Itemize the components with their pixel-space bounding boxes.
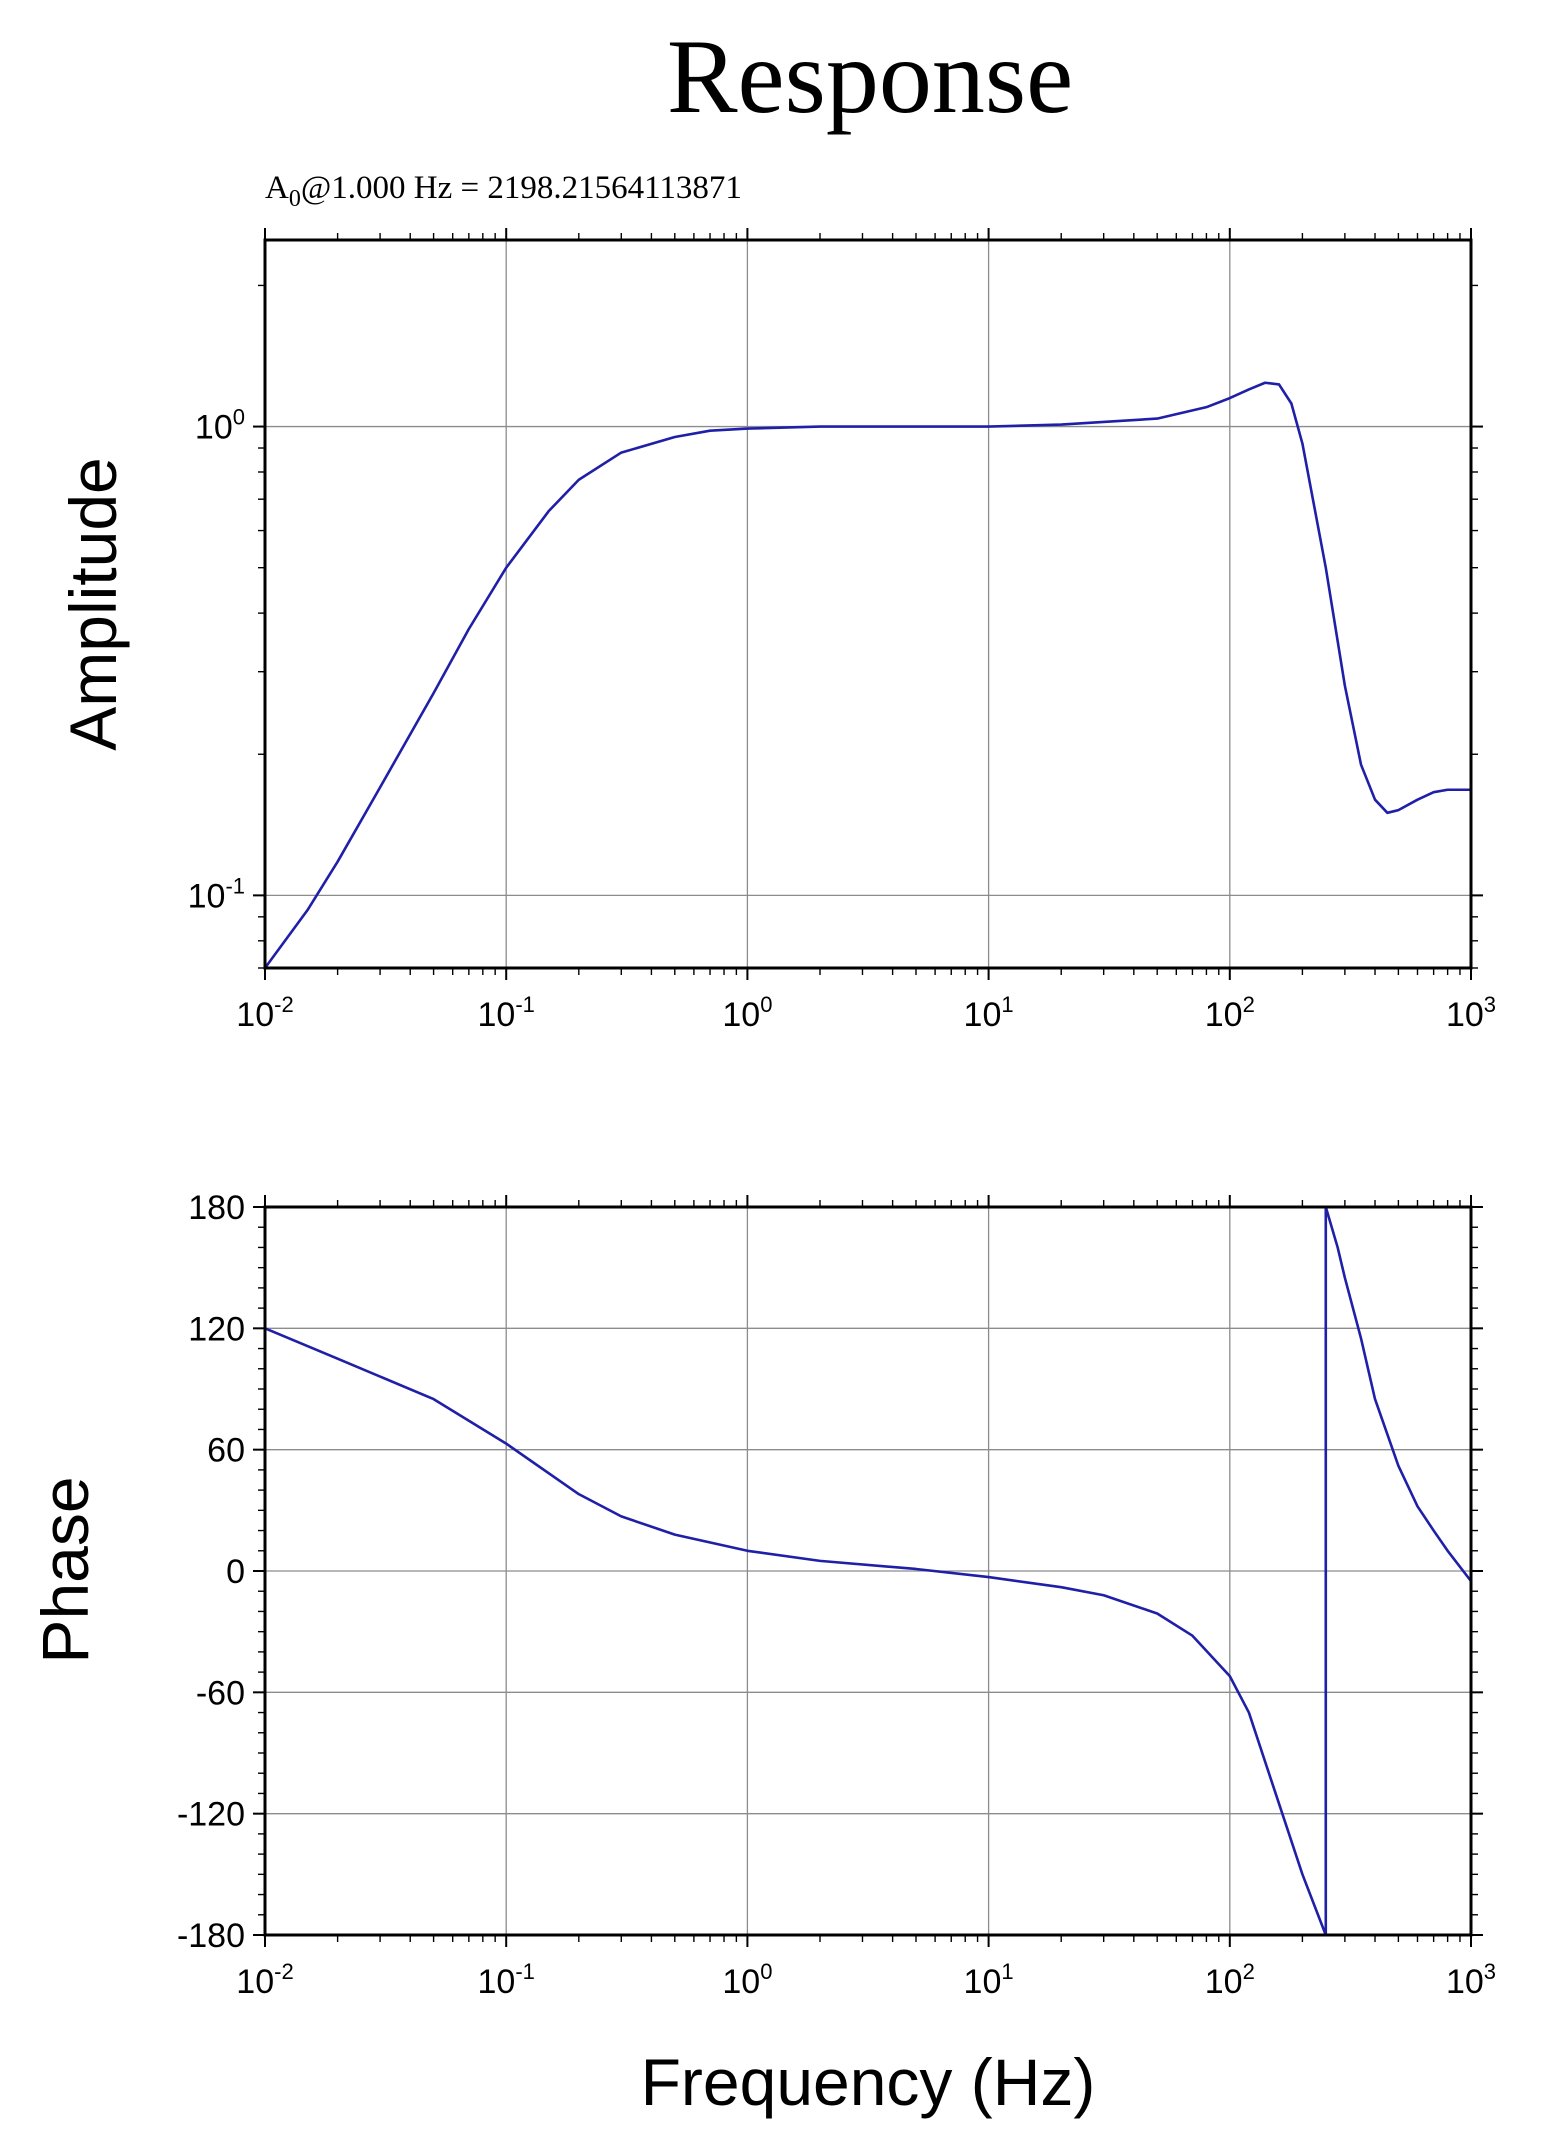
tick-exponent: -2 bbox=[274, 992, 294, 1017]
tick-exponent: -1 bbox=[225, 873, 245, 898]
tick-exponent: 1 bbox=[1001, 992, 1013, 1017]
phase-x-axis-label: Frequency (Hz) bbox=[641, 2045, 1096, 2119]
tick-exponent: -1 bbox=[515, 1959, 535, 1984]
tick-exponent: 1 bbox=[1001, 1959, 1013, 1984]
tick-exponent: 3 bbox=[1484, 992, 1496, 1017]
amplitude-x-tick-label: 102 bbox=[1205, 992, 1255, 1034]
tick-base: 10 bbox=[722, 1963, 760, 2001]
phase-x-tick-label: 103 bbox=[1446, 1959, 1496, 2001]
phase-y-tick-label: -60 bbox=[196, 1674, 245, 1712]
phase-x-tick-label: 100 bbox=[722, 1959, 772, 2001]
phase-y-tick-label: 60 bbox=[207, 1432, 245, 1470]
subtitle-subscript: 0 bbox=[289, 186, 301, 212]
tick-exponent: 2 bbox=[1243, 992, 1255, 1017]
phase-x-tick-label: 10-2 bbox=[236, 1959, 293, 2001]
phase-y-tick-labels: 180 120 60 0 -60 -120 -180 bbox=[177, 1189, 245, 1955]
phase-y-tick-label: 0 bbox=[226, 1553, 245, 1591]
amplitude-curve bbox=[263, 381, 1471, 969]
phase-curve bbox=[264, 1205, 1473, 1937]
amplitude-y-tick-label: 10-1 bbox=[188, 873, 245, 915]
tick-exponent: -1 bbox=[515, 992, 535, 1017]
phase-x-tick-labels: 10-2 10-1 100 101 102 103 bbox=[236, 1959, 1496, 2001]
tick-base: 10 bbox=[236, 996, 274, 1034]
tick-base: 10 bbox=[1205, 996, 1243, 1034]
tick-exponent: -2 bbox=[274, 1959, 294, 1984]
tick-base: 10 bbox=[722, 996, 760, 1034]
subtitle-base: A bbox=[265, 170, 289, 206]
amplitude-y-tick-label: 100 bbox=[195, 405, 245, 447]
tick-base: 10 bbox=[195, 409, 233, 447]
tick-base: 10 bbox=[478, 1963, 516, 2001]
tick-base: 10 bbox=[478, 996, 516, 1034]
tick-exponent: 3 bbox=[1484, 1959, 1496, 1984]
tick-base: 10 bbox=[964, 996, 1002, 1034]
amplitude-x-tick-label: 10-2 bbox=[236, 992, 293, 1034]
phase-y-tick-label: -180 bbox=[177, 1917, 245, 1955]
phase-x-tick-label: 102 bbox=[1205, 1959, 1255, 2001]
tick-base: 10 bbox=[188, 877, 226, 915]
chart-title: Response bbox=[667, 18, 1073, 135]
phase-frame bbox=[263, 1205, 1473, 1937]
tick-exponent: 0 bbox=[233, 405, 245, 430]
phase-grid bbox=[264, 1206, 1472, 1936]
amplitude-ticks bbox=[253, 228, 1483, 980]
phase-y-tick-label: -120 bbox=[177, 1796, 245, 1834]
amplitude-x-tick-labels: 10-2 10-1 100 101 102 103 bbox=[236, 992, 1496, 1034]
tick-base: 10 bbox=[236, 1963, 274, 2001]
phase-x-tick-label: 101 bbox=[964, 1959, 1014, 2001]
phase-x-tick-label: 10-1 bbox=[478, 1959, 535, 2001]
chart-subtitle: A0@1.000 Hz = 2198.21564113871 bbox=[265, 170, 742, 212]
tick-base: 10 bbox=[1205, 1963, 1243, 2001]
tick-exponent: 2 bbox=[1243, 1959, 1255, 1984]
tick-base: 10 bbox=[1446, 1963, 1484, 2001]
amplitude-x-tick-label: 103 bbox=[1446, 992, 1496, 1034]
amplitude-frame bbox=[263, 238, 1473, 970]
amplitude-x-tick-label: 10-1 bbox=[478, 992, 535, 1034]
phase-y-tick-label: 120 bbox=[188, 1310, 245, 1348]
subtitle-rest: @1.000 Hz = 2198.21564113871 bbox=[301, 170, 742, 206]
tick-base: 10 bbox=[964, 1963, 1002, 2001]
amplitude-grid bbox=[264, 240, 1472, 968]
tick-base: 10 bbox=[1446, 996, 1484, 1034]
phase-y-tick-label: 180 bbox=[188, 1189, 245, 1227]
phase-y-axis-label: Phase bbox=[28, 1476, 102, 1663]
amplitude-x-tick-label: 100 bbox=[722, 992, 772, 1034]
tick-exponent: 0 bbox=[760, 1959, 772, 1984]
amplitude-y-axis-label: Amplitude bbox=[56, 457, 130, 751]
tick-exponent: 0 bbox=[760, 992, 772, 1017]
amplitude-x-tick-label: 101 bbox=[964, 992, 1014, 1034]
phase-panel: 10-2 10-1 100 101 102 103 180120600-60-120-18… bbox=[28, 1189, 1496, 2119]
